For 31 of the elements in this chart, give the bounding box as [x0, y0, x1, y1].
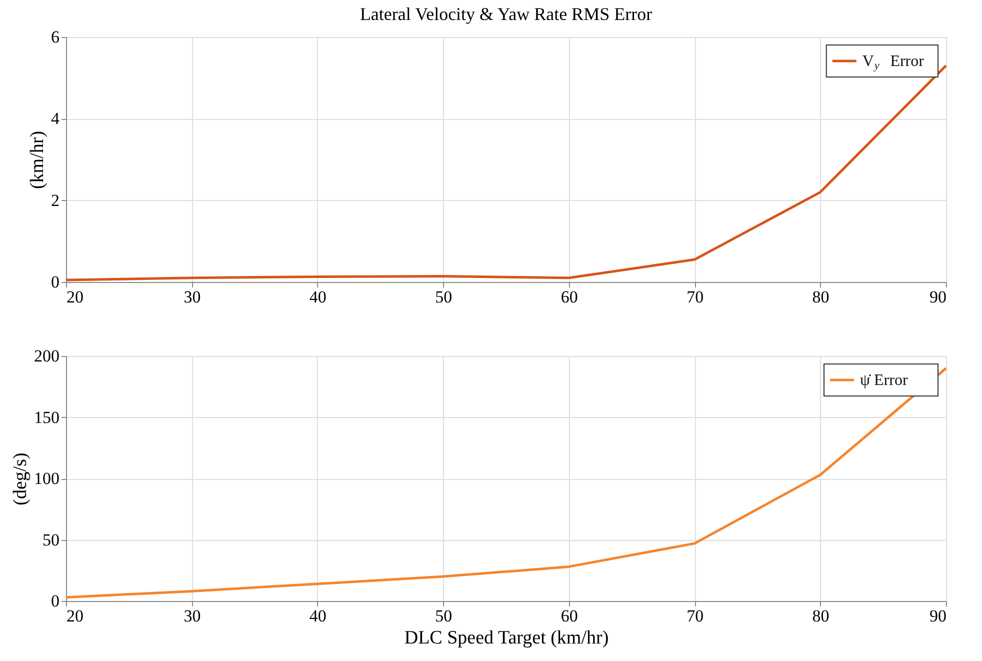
- y-tick-label: 6: [51, 28, 60, 46]
- x-tick-label: 20: [66, 606, 84, 626]
- x-tick-label: 60: [560, 288, 578, 306]
- x-tick-label: 40: [309, 288, 326, 306]
- legend-label: ψ̇ Error: [860, 372, 908, 389]
- y-tick-label: 150: [34, 408, 60, 427]
- x-tick-label: 40: [309, 606, 326, 626]
- y-tick-label: 0: [51, 272, 60, 292]
- line-series: [64, 367, 948, 599]
- y-tick-label: 4: [51, 109, 60, 128]
- chart-title: Lateral Velocity & Yaw Rate RMS Error: [360, 4, 652, 24]
- x-tick-label: 90: [930, 288, 946, 306]
- x-tick-label: 60: [560, 606, 578, 626]
- y-tick-label: 0: [51, 592, 60, 610]
- x-tick-label: 50: [435, 606, 452, 626]
- x-axis-title: DLC Speed Target (km/hr): [404, 628, 609, 648]
- x-tick-label: 80: [812, 288, 830, 306]
- x-tick-label: 30: [184, 606, 201, 626]
- y-tick-label: 200: [34, 346, 60, 366]
- x-tick-label: 30: [184, 288, 201, 306]
- y-tick-label: 2: [51, 190, 60, 210]
- x-tick-label: 20: [66, 288, 84, 306]
- y-tick-label: 100: [34, 469, 60, 488]
- x-tick-label: 70: [686, 606, 704, 626]
- y-axis-title: (km/hr): [27, 130, 48, 190]
- x-tick-label: 90: [930, 606, 946, 626]
- y-tick-label: 50: [42, 530, 60, 550]
- y-axis-title: (deg/s): [10, 452, 31, 506]
- x-tick-label: 50: [435, 288, 452, 306]
- x-tick-label: 80: [812, 606, 830, 626]
- x-tick-label: 70: [686, 288, 704, 306]
